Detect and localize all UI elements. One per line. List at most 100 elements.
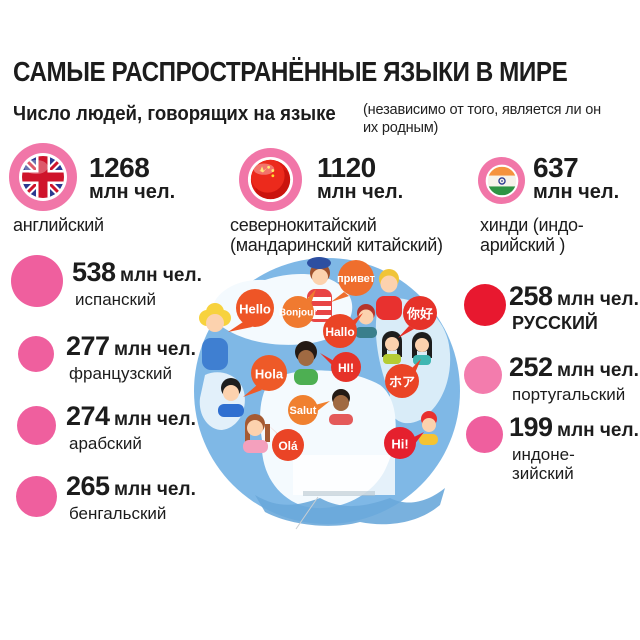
english-unit: млн чел. bbox=[89, 181, 176, 203]
arabic-row: 274 млн чел. арабский bbox=[66, 401, 196, 453]
spanish-row: 538 млн чел. испанский bbox=[72, 257, 202, 309]
hindi-flag-circle bbox=[478, 157, 525, 204]
english-count: 1268 млн чел. bbox=[89, 153, 175, 203]
spanish-label: испанский bbox=[75, 290, 156, 309]
note-line-1: (независимо от того, является ли он bbox=[363, 101, 601, 118]
page-title: САМЫЕ РАСПРОСТРАНЁННЫЕ ЯЗЫКИ В МИРЕ bbox=[13, 56, 568, 87]
bubble-bonjour: Bonjour bbox=[279, 289, 317, 328]
hindi-count: 637 млн чел. bbox=[533, 153, 619, 203]
russian-value: 258 bbox=[509, 281, 553, 311]
bengali-unit: млн чел. bbox=[114, 479, 196, 500]
greeting-hi-right: Hi! bbox=[391, 437, 408, 452]
hindi-label: хинди (индо- арийский ) bbox=[480, 215, 584, 255]
greeting-japanese: ホア bbox=[389, 375, 415, 390]
bengali-value: 265 bbox=[66, 471, 110, 501]
subtitle-note: (независимо от того, является ли он их р… bbox=[363, 101, 601, 136]
person-red-shirt-man bbox=[329, 389, 353, 425]
note-line-2: их родным) bbox=[363, 118, 439, 136]
russian-label: РУССКИЙ bbox=[512, 313, 598, 333]
mandarin-flag-circle bbox=[239, 148, 302, 211]
mandarin-value: 1120 bbox=[317, 152, 376, 183]
hindi-label-line2: арийский ) bbox=[480, 235, 566, 255]
russian-row: 258 млн чел. РУССКИЙ bbox=[509, 281, 639, 333]
person-blond-man bbox=[376, 269, 402, 320]
indonesian-label-line2: зийский bbox=[512, 464, 574, 483]
arabic-unit: млн чел. bbox=[114, 409, 196, 430]
english-label: английский bbox=[13, 215, 104, 235]
hindi-unit: млн чел. bbox=[533, 181, 620, 203]
greeting-english: Hello bbox=[239, 302, 271, 317]
mandarin-label: севернокитайский (мандаринский китайский… bbox=[230, 215, 443, 255]
french-unit: млн чел. bbox=[114, 339, 196, 360]
bengali-label: бенгальский bbox=[69, 504, 167, 523]
portuguese-row: 252 млн чел. португальский bbox=[509, 352, 639, 404]
bubble-hoa: ホア bbox=[385, 359, 421, 398]
person-afro-man bbox=[294, 341, 318, 385]
portuguese-unit: млн чел. bbox=[557, 360, 639, 381]
watermark-text-blur bbox=[303, 491, 375, 496]
arabic-value: 274 bbox=[66, 401, 110, 431]
greeting-chinese: 你好 bbox=[406, 307, 433, 322]
china-flag-icon bbox=[247, 156, 294, 203]
bubble-nihao: 你好 bbox=[398, 296, 437, 338]
greeting-romanian: Salut bbox=[290, 405, 317, 417]
mandarin-label-line2: (мандаринский китайский) bbox=[230, 235, 443, 255]
mandarin-label-line1: севернокитайский bbox=[230, 215, 377, 235]
indonesian-row: 199 млн чел. индоне- зийский bbox=[509, 412, 639, 483]
spanish-value: 538 bbox=[72, 257, 116, 287]
bubble-hallo: Hallo bbox=[323, 313, 363, 348]
greeting-german: Hallo bbox=[325, 325, 354, 339]
person-yellow-boy bbox=[419, 411, 438, 445]
person-blonde-woman bbox=[199, 303, 231, 370]
english-flag-circle bbox=[9, 143, 77, 211]
russian-bubble bbox=[464, 284, 506, 326]
person-pink-woman bbox=[243, 414, 270, 453]
person-redhead-man bbox=[355, 304, 377, 338]
hindi-label-line1: хинди (индо- bbox=[480, 215, 584, 235]
bengali-bubble bbox=[16, 476, 57, 517]
french-row: 277 млн чел. французский bbox=[66, 331, 196, 383]
portuguese-label: португальский bbox=[512, 385, 626, 404]
spanish-unit: млн чел. bbox=[120, 265, 202, 286]
french-value: 277 bbox=[66, 331, 110, 361]
french-bubble bbox=[18, 336, 54, 372]
indonesian-bubble bbox=[466, 416, 503, 453]
globe-bottom-shade bbox=[255, 488, 445, 526]
indonesian-label-line1: индоне- bbox=[512, 445, 575, 464]
hindi-value: 637 bbox=[533, 152, 579, 183]
portuguese-bubble bbox=[464, 356, 502, 394]
bubble-hello: Hello bbox=[228, 289, 274, 332]
arabic-bubble bbox=[17, 406, 56, 445]
spanish-bubble bbox=[11, 255, 63, 307]
uk-flag-icon bbox=[19, 153, 67, 201]
person-blue-man bbox=[218, 378, 244, 417]
page-subtitle: Число людей, говорящих на языке bbox=[13, 103, 336, 125]
bubble-privet: привет bbox=[331, 260, 376, 302]
bengali-row: 265 млн чел. бенгальский bbox=[66, 471, 196, 523]
greeting-spanish: Hola bbox=[255, 367, 284, 382]
indonesian-unit: млн чел. bbox=[557, 420, 639, 441]
bubble-hola: Hola bbox=[243, 355, 287, 397]
watermark-line bbox=[295, 496, 319, 530]
portuguese-value: 252 bbox=[509, 352, 553, 382]
mandarin-count: 1120 млн чел. bbox=[317, 153, 403, 203]
mandarin-unit: млн чел. bbox=[317, 181, 404, 203]
french-label: французский bbox=[69, 364, 173, 383]
person-teal-woman bbox=[412, 332, 432, 365]
bubble-hi-center: HI! bbox=[320, 352, 361, 382]
greeting-hi-center: HI! bbox=[338, 361, 354, 375]
greeting-french: Bonjour bbox=[279, 308, 317, 319]
indonesian-value: 199 bbox=[509, 412, 553, 442]
greeting-russian: привет bbox=[337, 273, 376, 285]
person-green-woman bbox=[382, 331, 402, 364]
bubble-salut: Salut bbox=[288, 395, 330, 425]
bubble-hi-right: Hi! bbox=[384, 427, 424, 459]
english-value: 1268 bbox=[89, 152, 150, 183]
india-flag-icon bbox=[485, 164, 518, 197]
greeting-portuguese: Olá bbox=[278, 439, 298, 453]
russian-unit: млн чел. bbox=[557, 289, 639, 310]
bubble-ola: Olá bbox=[267, 424, 304, 461]
watermark-patch bbox=[293, 455, 395, 495]
arabic-label: арабский bbox=[69, 434, 142, 453]
